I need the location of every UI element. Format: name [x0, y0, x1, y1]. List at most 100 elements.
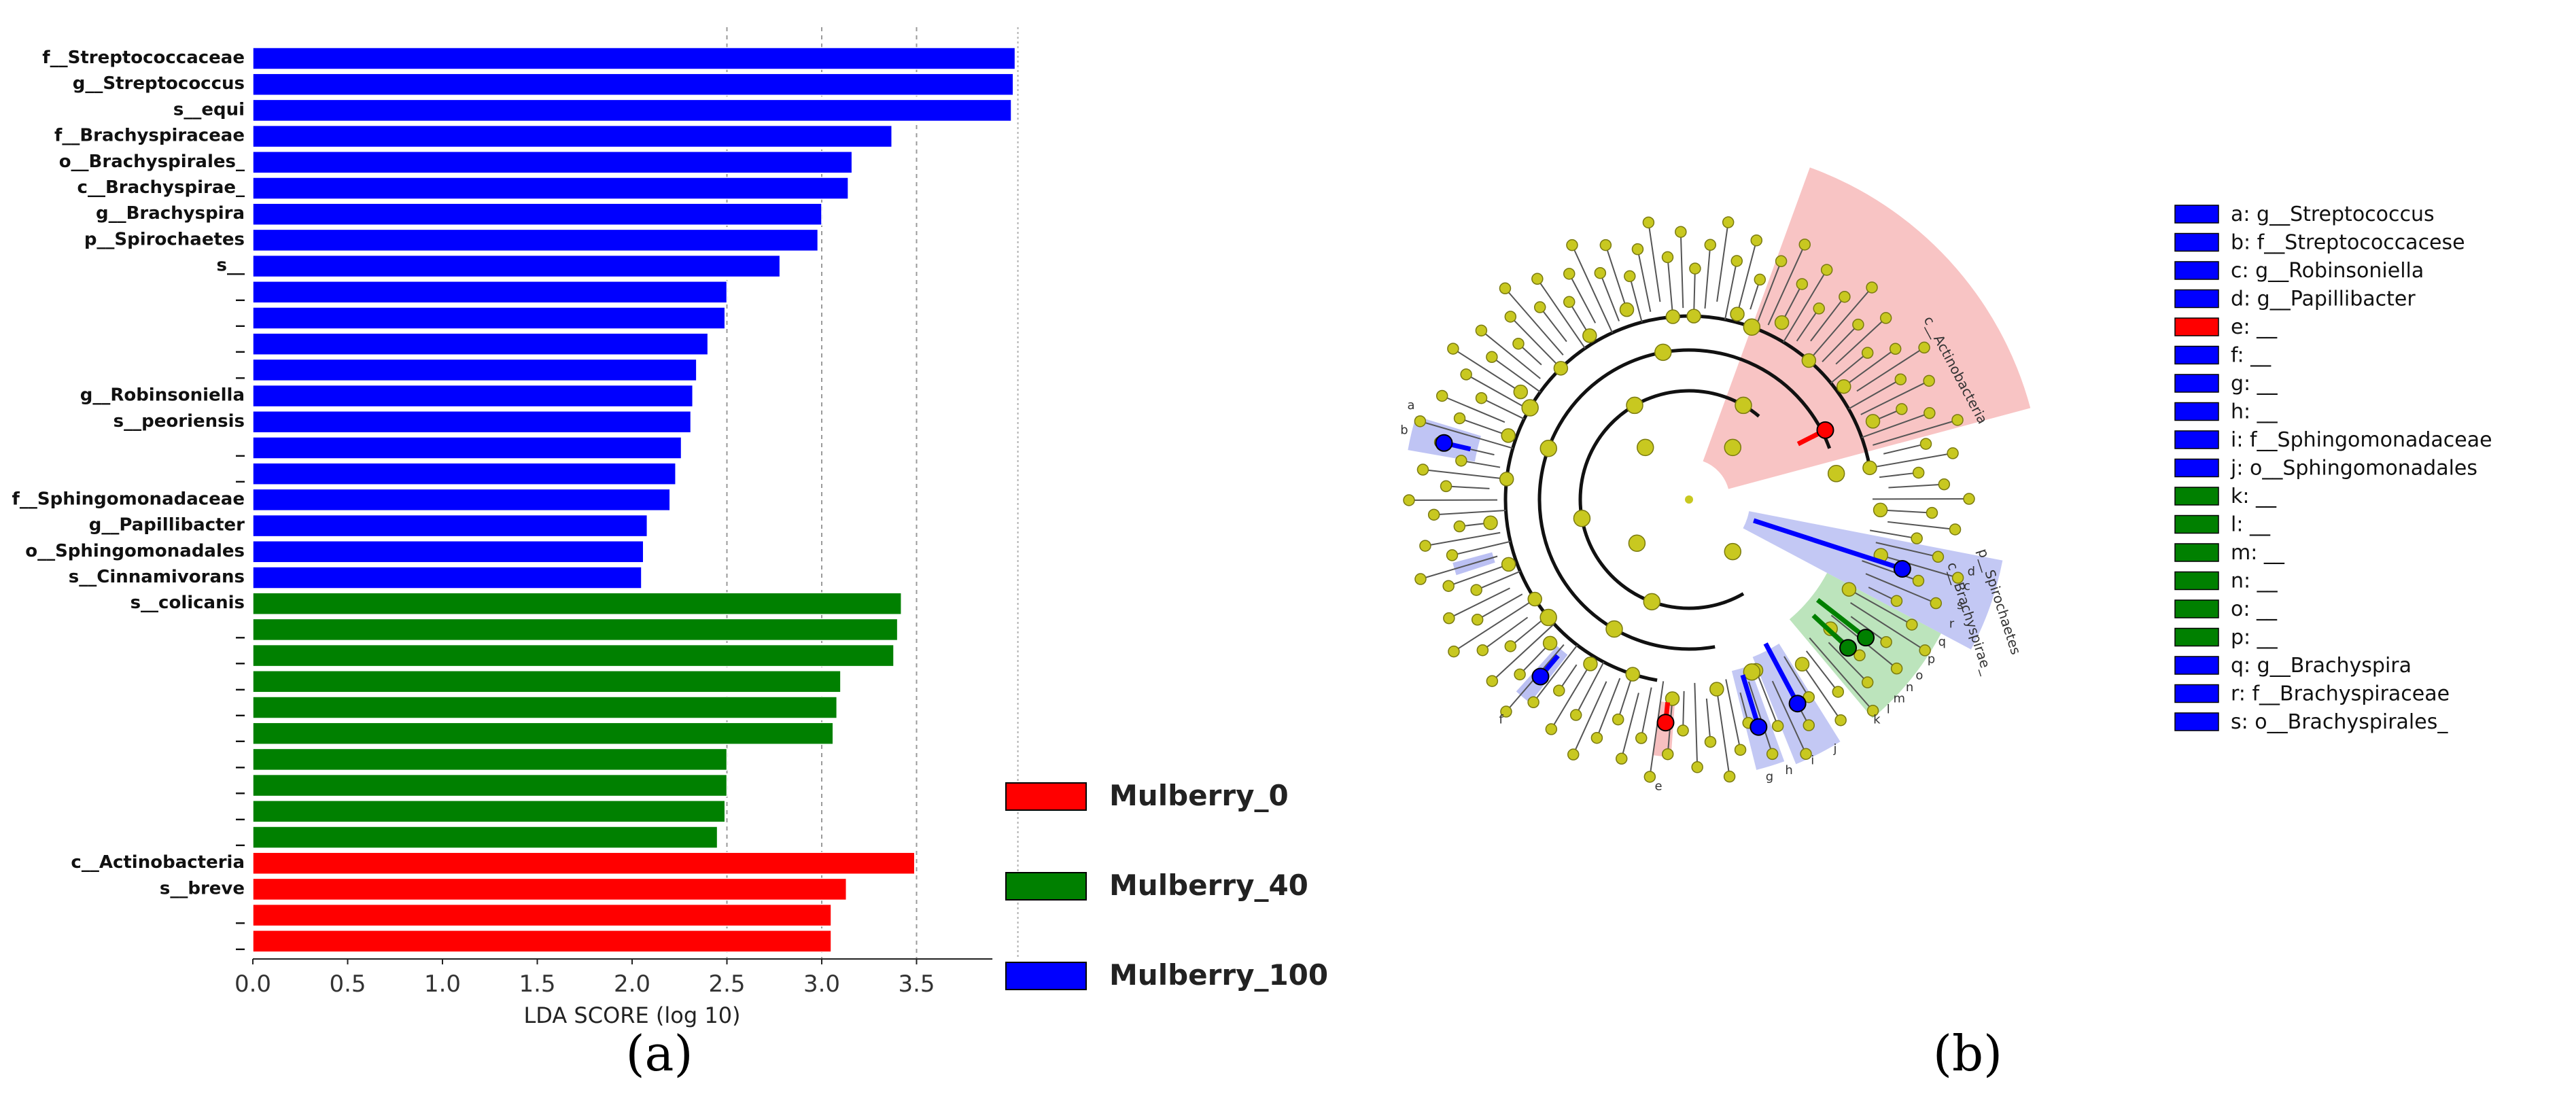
tree-leaf-node	[1866, 281, 1878, 294]
tree-inner-node	[1539, 440, 1558, 457]
tree-leaf-node	[1416, 464, 1429, 476]
tree-leaf-node	[1722, 216, 1735, 228]
tree-leaf-node	[1553, 684, 1565, 697]
tree-leaf-node	[1453, 412, 1466, 425]
tree-inner-node	[1605, 620, 1623, 638]
tree-leaf-node	[1566, 239, 1578, 251]
tree-branch	[1767, 244, 1806, 326]
tree-leaf-node	[1691, 761, 1703, 773]
bar	[252, 47, 1016, 70]
key-swatch	[2174, 684, 2219, 703]
bar	[252, 930, 832, 953]
tree-branch	[1572, 681, 1607, 755]
tree-branch	[1879, 472, 1919, 478]
tree-leaf-node	[1563, 268, 1576, 280]
tree-branch	[1491, 623, 1555, 682]
bar-label: f__Streptococcaceae	[42, 48, 245, 68]
lda-bar-chart: f__Streptococcaceae g__Streptococcus s__eq…	[12, 27, 1019, 1028]
tree-inner-node	[1774, 315, 1790, 330]
panel-label-b: (b)	[1933, 1025, 2002, 1082]
key-swatch	[2174, 599, 2219, 618]
tree-branch	[1888, 483, 1945, 489]
tree-leaf-node	[1403, 494, 1415, 506]
bar-label: g__Papillibacter	[89, 515, 245, 536]
key-entry: s: o__Brachyspirales_	[2231, 710, 2448, 734]
tree-leaf-node	[1615, 752, 1628, 765]
key-entry: j: o__Sphingomonadales	[2230, 457, 2477, 480]
tree-inner-node	[1483, 515, 1498, 530]
node-letter: s	[1957, 598, 1963, 612]
tree-leaf-node	[1861, 676, 1874, 688]
bar	[252, 852, 916, 875]
tree-inner-node	[1730, 307, 1745, 321]
tree-inner-node	[1841, 582, 1857, 597]
tree-leaf-node	[1723, 770, 1736, 783]
tree-branch	[1637, 249, 1652, 312]
biomarker-node	[1893, 559, 1911, 578]
key-entry: i: f__Sphingomonadaceae	[2231, 428, 2492, 452]
key-entry: f: __	[2231, 344, 2272, 368]
node-letter: k	[1873, 712, 1881, 727]
key-entry: c: g__Robinsoniella	[2231, 259, 2424, 283]
tree-leaf-node	[1775, 255, 1788, 268]
tree-leaf-node	[1500, 705, 1512, 718]
tree-inner-node	[1836, 379, 1851, 394]
node-letter: g	[1766, 769, 1773, 784]
bar	[252, 358, 697, 382]
key-entry: a: g__Streptococcus	[2231, 203, 2435, 226]
key-swatch	[2174, 232, 2219, 252]
key-entry: k: __	[2231, 485, 2277, 508]
tree-leaf-node	[1879, 312, 1892, 324]
tree-branch	[1822, 324, 1859, 362]
node-letter: p	[1928, 652, 1935, 666]
biomarker-node	[1857, 629, 1875, 647]
tree-branch	[1737, 240, 1758, 315]
tree-leaf-node	[1911, 532, 1923, 544]
tree-leaf-node	[1612, 713, 1624, 726]
bar-label: g__Streptococcus	[73, 73, 245, 94]
tree-branch	[1433, 510, 1506, 516]
tree-leaf-node	[1435, 389, 1448, 402]
bar-label: _	[236, 618, 245, 639]
tree-leaf-node	[1890, 662, 1903, 675]
tree-leaf-node	[1486, 675, 1499, 687]
legend-swatch	[1005, 962, 1087, 990]
bar	[252, 281, 728, 304]
bar	[252, 151, 853, 174]
tree-branch	[1887, 521, 1955, 530]
tree-leaf-node	[1531, 273, 1544, 285]
tree-leaf-node	[1642, 216, 1655, 229]
key-entry: e: __	[2231, 315, 2278, 339]
key-entry: n: __	[2231, 570, 2278, 593]
tree-branch	[1694, 682, 1699, 767]
tree-leaf-node	[1527, 696, 1539, 709]
tree-leaf-node	[1938, 478, 1951, 491]
key-swatch	[2174, 402, 2219, 421]
bar	[252, 618, 899, 642]
key-swatch	[2174, 656, 2219, 675]
tree-leaf-node	[1834, 714, 1847, 727]
tree-inner-node	[1582, 328, 1597, 343]
legend-entry: Mulberry_40	[1109, 869, 1308, 902]
bar-label: _	[236, 671, 245, 691]
node-letter: d	[1968, 564, 1975, 578]
tree-leaf-node	[1442, 580, 1455, 592]
key-entry: m: __	[2231, 541, 2285, 565]
tree-leaf-node	[1704, 735, 1717, 748]
tree-leaf-node	[1853, 649, 1866, 662]
bar	[252, 254, 781, 278]
bar-label: _	[236, 333, 245, 353]
legend-swatch	[1005, 782, 1087, 811]
tree-leaf-node	[1471, 614, 1484, 626]
tree-leaf-node	[1631, 243, 1644, 256]
node-letter: i	[1811, 754, 1814, 768]
tree-leaf-node	[1889, 343, 1902, 355]
bar	[252, 514, 648, 538]
biomarker-node	[1531, 667, 1550, 686]
bar	[252, 696, 838, 719]
tree-leaf-node	[1754, 273, 1766, 286]
tree-leaf-node	[1624, 270, 1636, 283]
tree-inner-node	[1686, 309, 1701, 324]
tree-branch	[1875, 542, 1938, 558]
